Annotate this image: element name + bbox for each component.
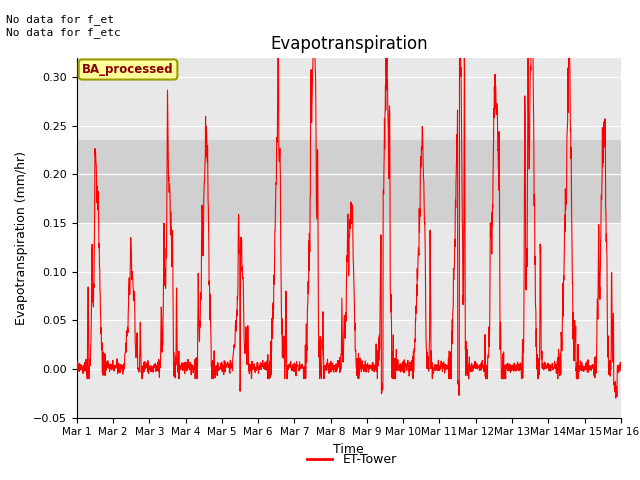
- Y-axis label: Evapotranspiration (mm/hr): Evapotranspiration (mm/hr): [15, 151, 28, 324]
- X-axis label: Time: Time: [333, 443, 364, 456]
- Text: BA_processed: BA_processed: [82, 63, 174, 76]
- Bar: [77, 140, 621, 223]
- Legend: ET-Tower: ET-Tower: [302, 448, 402, 471]
- Text: No data for f_et
No data for f_etc: No data for f_et No data for f_etc: [6, 14, 121, 38]
- Title: Evapotranspiration: Evapotranspiration: [270, 35, 428, 53]
